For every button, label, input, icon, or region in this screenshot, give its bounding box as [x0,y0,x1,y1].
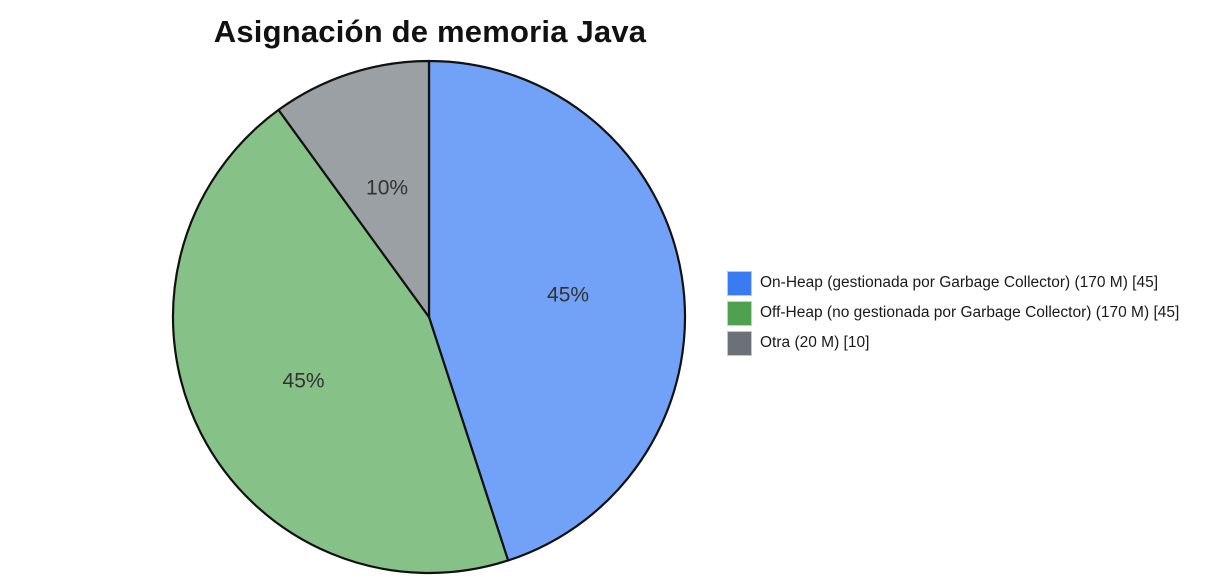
pie-chart: 45% 45% 10% [171,59,687,575]
pie-slices [171,59,687,575]
slice-label-otra: 10% [366,176,408,199]
pie-slice-off-heap[interactable] [171,108,510,575]
legend-item-off-heap[interactable]: Off-Heap (no gestionada por Garbage Coll… [727,298,1179,328]
legend-swatch-off-heap [727,300,752,326]
legend-label-on-heap: On-Heap (gestionada por Garbage Collecto… [760,274,1159,291]
slice-label-on-heap: 45% [547,283,589,306]
legend-label-otra: Otra (20 M) [10] [760,334,870,351]
legend-label-off-heap: Off-Heap (no gestionada por Garbage Coll… [760,304,1180,321]
legend-item-otra[interactable]: Otra (20 M) [10] [727,328,1179,358]
legend: On-Heap (gestionada por Garbage Collecto… [727,268,1179,358]
legend-swatch-otra [727,330,752,356]
pie-slice-otra[interactable] [277,59,431,319]
slice-label-off-heap: 45% [283,369,325,392]
legend-swatch-on-heap [727,270,752,296]
pie-slice-labels: 45% 45% 10% [283,176,590,392]
pie-slice-on-heap[interactable] [427,59,687,562]
legend-item-on-heap[interactable]: On-Heap (gestionada por Garbage Collecto… [727,268,1179,298]
chart-title: Asignación de memoria Java [213,14,647,49]
